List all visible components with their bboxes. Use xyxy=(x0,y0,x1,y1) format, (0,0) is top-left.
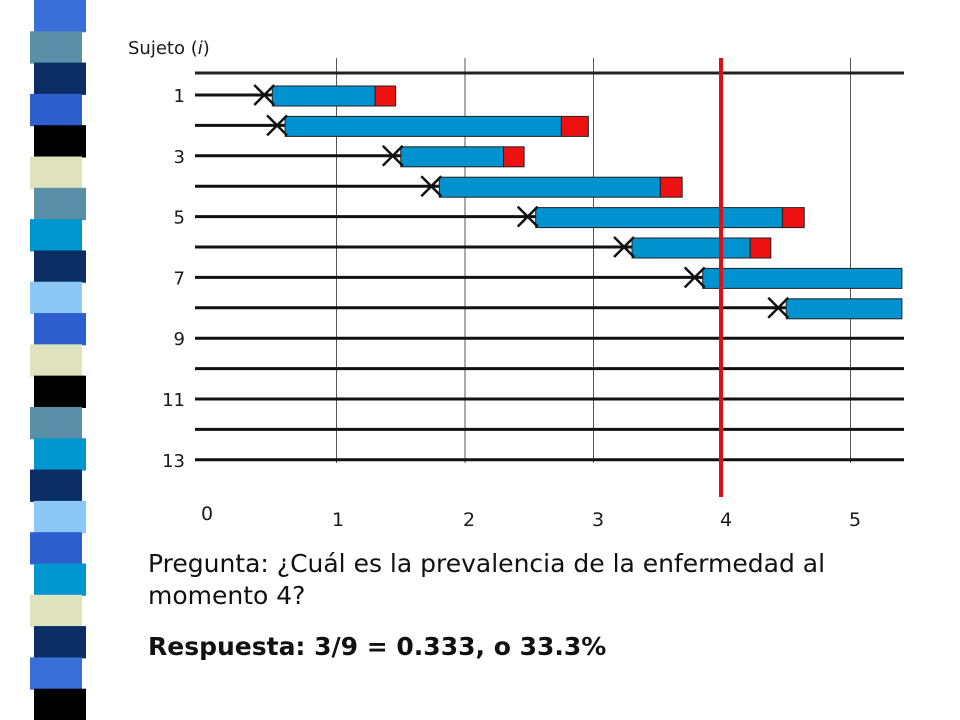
followup-bar xyxy=(438,176,661,198)
y-axis-label: 1 xyxy=(174,86,185,107)
decorative-stripe xyxy=(30,0,86,720)
event-marker xyxy=(781,207,805,229)
stripe-segment xyxy=(34,626,86,659)
followup-bar xyxy=(785,298,903,320)
x-axis-label: 0 xyxy=(201,503,213,525)
stripe-segment xyxy=(34,688,86,720)
stripe-segment xyxy=(30,93,82,127)
event-marker xyxy=(503,146,525,168)
x-axis-label: 2 xyxy=(463,509,475,531)
y-axis-label: 5 xyxy=(174,208,185,229)
stripe-segment xyxy=(34,313,86,346)
event-marker xyxy=(374,85,397,107)
entry-cross-marker xyxy=(253,84,276,106)
followup-bar xyxy=(284,115,562,137)
y-axis-title: Sujeto (i) xyxy=(128,38,210,59)
x-axis-label: 4 xyxy=(720,509,732,531)
question-text: Pregunta: ¿Cuál es la prevalencia de la … xyxy=(148,549,826,610)
entry-cross-marker xyxy=(683,266,706,289)
entry-cross-marker xyxy=(381,144,404,167)
followup-bar xyxy=(631,237,751,259)
event-marker xyxy=(749,237,772,259)
followup-bar xyxy=(271,85,376,107)
x-axis-label: 1 xyxy=(332,509,344,531)
entry-cross-marker xyxy=(420,175,443,198)
stripe-segment xyxy=(30,532,82,565)
stripe-segment xyxy=(30,156,82,189)
entry-cross-marker xyxy=(767,296,790,319)
answer-text: Respuesta: 3/9 = 0.333, o 33.3% xyxy=(148,632,607,661)
subject-rows xyxy=(195,84,904,462)
stripe-segment xyxy=(34,250,86,283)
stripe-segment xyxy=(34,438,86,471)
stripe-segment xyxy=(30,31,82,64)
stripe-segment xyxy=(30,344,82,377)
y-axis-label: 9 xyxy=(174,329,185,350)
stripe-segment xyxy=(34,125,86,158)
stripe-segment xyxy=(34,375,86,408)
stripe-segment xyxy=(34,563,86,596)
stripe-segment xyxy=(34,62,86,95)
stripe-segment xyxy=(34,0,86,33)
x-axis-labels: 0 1 2 3 4 5 xyxy=(201,503,861,531)
y-axis-label: 13 xyxy=(162,451,185,472)
entry-cross-marker xyxy=(613,236,635,258)
stripe-segment xyxy=(30,657,82,690)
stripe-segment xyxy=(30,406,82,440)
stripe-segment xyxy=(30,281,82,315)
event-marker xyxy=(659,176,683,198)
stripe-segment xyxy=(34,187,86,221)
followup-bar xyxy=(400,146,505,168)
stripe-segment xyxy=(30,469,82,502)
stripe-segment xyxy=(30,219,82,252)
y-axis-label: 11 xyxy=(162,390,185,411)
y-axis-label: 7 xyxy=(174,268,185,289)
entry-cross-marker xyxy=(516,205,539,228)
stripe-segment xyxy=(30,594,82,628)
x-axis-label: 3 xyxy=(592,509,604,531)
x-axis-label: 5 xyxy=(849,509,861,531)
event-marker xyxy=(560,115,589,137)
followup-bar xyxy=(702,267,903,289)
stripe-segment xyxy=(34,500,86,534)
y-axis-label: 3 xyxy=(174,147,185,168)
followup-bar xyxy=(535,207,783,229)
entry-cross-marker xyxy=(266,114,288,137)
